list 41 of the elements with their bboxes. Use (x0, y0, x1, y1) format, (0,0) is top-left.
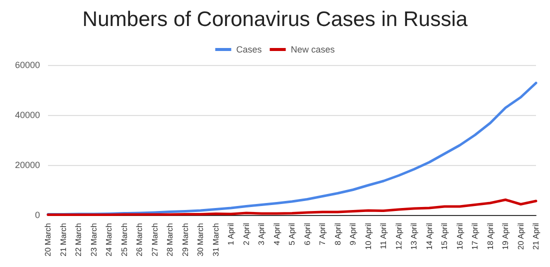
y-tick-label: 0 (34, 210, 40, 220)
x-tick-label: 24 March (104, 223, 114, 256)
x-tick-label: 30 March (196, 223, 205, 256)
x-tick-label: 3 April (257, 222, 266, 246)
chart-title: Numbers of Coronavirus Cases in Russia (82, 8, 468, 31)
x-tick-label: 2 April (242, 222, 251, 246)
x-tick-label: 1 April (226, 222, 236, 246)
x-tick-label: 20 April (516, 222, 526, 250)
x-tick-label: 27 March (150, 223, 160, 256)
y-tick-label: 20000 (14, 160, 40, 170)
x-tick-label: 16 April (455, 222, 464, 250)
y-tick-label: 40000 (14, 110, 40, 120)
x-tick-label: 25 March (120, 223, 129, 256)
x-tick-label: 28 March (166, 223, 174, 256)
x-tick-label: 9 April (348, 222, 358, 246)
x-tick-label: 29 March (180, 223, 190, 256)
legend-label: New cases (290, 44, 336, 54)
x-tick-label: 18 April (486, 222, 495, 250)
x-tick-label: 11 April (379, 222, 388, 250)
x-tick-label: 20 March (44, 223, 52, 256)
y-tick-label: 60000 (14, 60, 40, 70)
x-tick-label: 19 April (501, 222, 510, 250)
x-tick-label: 7 April (318, 222, 327, 246)
x-tick-label: 26 March (135, 223, 144, 256)
x-tick-label: 21 March (58, 223, 68, 256)
x-tick-label: 8 April (333, 222, 342, 246)
x-tick-label: 22 March (74, 223, 83, 256)
x-tick-label: 14 April (424, 222, 434, 250)
x-tick-label: 10 April (364, 222, 373, 250)
x-tick-label: 15 April (440, 222, 449, 250)
x-tick-label: 6 April (302, 222, 312, 246)
x-tick-label: 31 March (211, 223, 220, 256)
x-tick-label: 21 April (532, 222, 540, 250)
x-tick-label: 13 April (410, 222, 418, 250)
x-tick-label: 17 April (470, 222, 480, 250)
x-tick-label: 12 April (394, 222, 404, 250)
legend-label: Cases (236, 44, 262, 54)
x-tick-label: 23 March (89, 223, 98, 256)
line-series (46, 198, 538, 216)
x-tick-label: 4 April (272, 222, 282, 246)
x-tick-label: 5 April (288, 222, 296, 246)
